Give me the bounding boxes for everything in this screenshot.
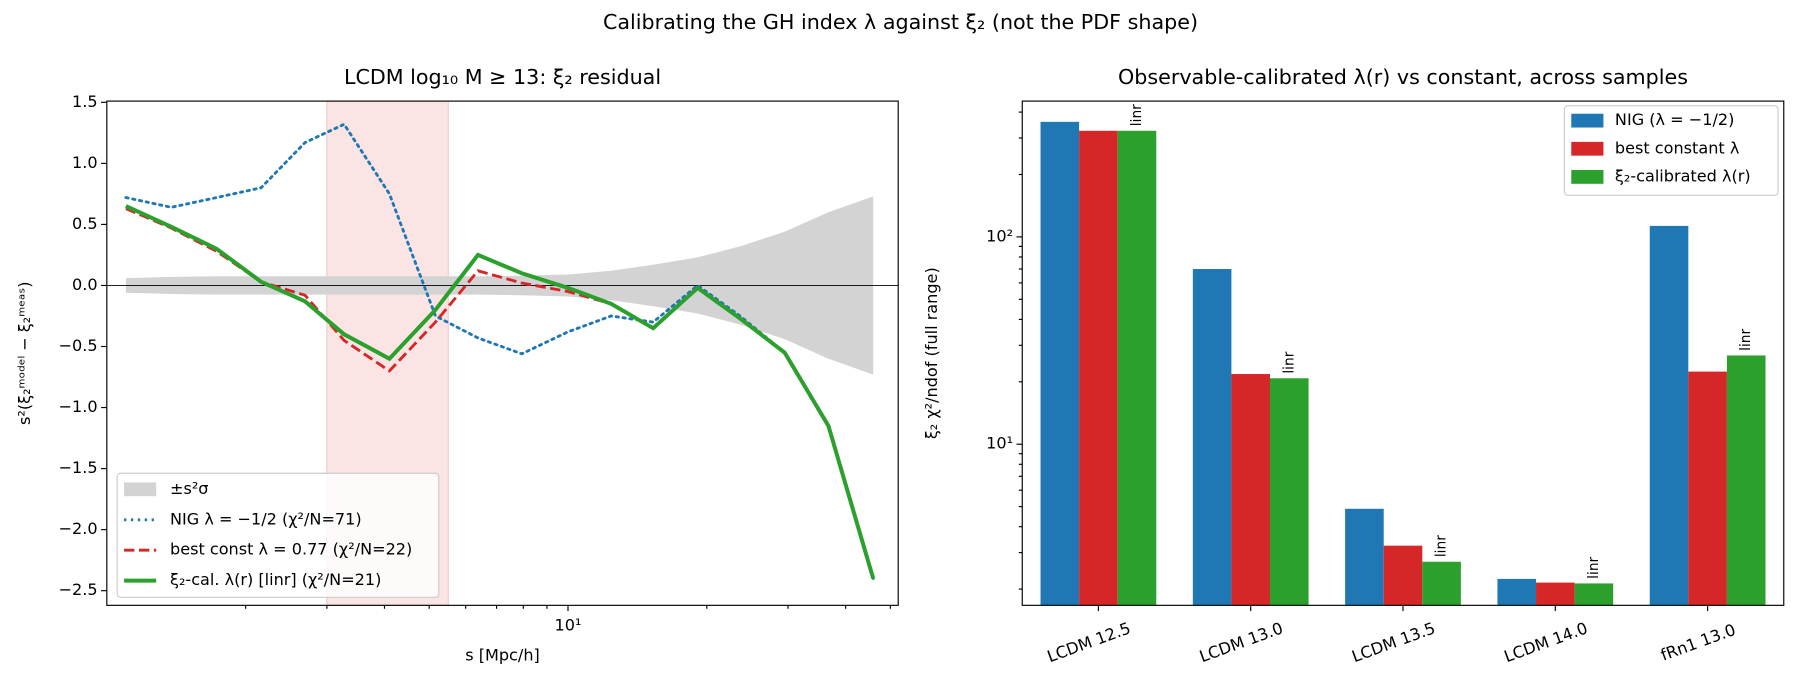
x-tick-label: LCDM 12.5 [1045, 618, 1134, 666]
x-axis-label: s [Mpc/h] [465, 645, 540, 664]
y-tick-label: −1.5 [59, 458, 98, 477]
bar [1192, 269, 1232, 606]
y-tick-label: −0.5 [59, 336, 98, 355]
bar [1688, 371, 1727, 606]
y-axis-label: s²(ξ₂ᵐᵒᵈᵉˡ − ξ₂ᵐᵉᵃˢ) [15, 281, 34, 424]
bar [1497, 578, 1537, 606]
bar-annotation: linr [1281, 351, 1297, 373]
y-tick-label: 10¹ [986, 434, 1013, 453]
y-tick-label: 1.0 [72, 153, 98, 172]
x-tick-label: LCDM 14.0 [1501, 618, 1590, 666]
legend-label: NIG λ = −1/2 (χ²/N=71) [170, 509, 362, 528]
y-tick-label: 0.0 [72, 275, 98, 294]
plot-frame [1021, 100, 1785, 606]
plot-frame [106, 100, 899, 606]
x-tick-label: fRn1 13.0 [1658, 620, 1738, 665]
legend-swatch [124, 482, 157, 497]
bar [1117, 130, 1157, 606]
bar [1269, 378, 1309, 606]
bar-annotation: linr [1434, 535, 1450, 557]
legend-label: ξ₂-cal. λ(r) [linr] (χ²/N=21) [170, 570, 381, 589]
y-tick-label: −2.5 [59, 580, 98, 599]
suptitle: Calibrating the GH index λ against ξ₂ (n… [603, 10, 1198, 34]
legend-label: best constant λ [1615, 138, 1740, 157]
bar [1726, 355, 1766, 606]
y-tick-label: 1.5 [72, 92, 98, 111]
x-tick-label: LCDM 13.5 [1349, 618, 1438, 666]
bar [1649, 225, 1689, 606]
legend-label: best const λ = 0.77 (χ²/N=22) [170, 540, 412, 559]
x-tick-label: 10¹ [555, 616, 582, 635]
bar [1536, 582, 1575, 606]
legend-label: ξ₂-calibrated λ(r) [1615, 166, 1751, 185]
line [125, 204, 876, 580]
chart-title: LCDM log₁₀ M ≥ 13: ξ₂ residual [344, 65, 661, 89]
legend-box [116, 472, 440, 598]
y-tick-label: −2.0 [59, 519, 98, 538]
x-tick-label: LCDM 13.0 [1197, 618, 1286, 666]
bar [1231, 374, 1270, 606]
legend-swatch [1571, 113, 1604, 128]
bar [1345, 508, 1384, 606]
bar [1383, 545, 1423, 606]
legend-label: NIG (λ = −1/2) [1615, 110, 1734, 129]
bar-annotation: linr [1738, 328, 1754, 350]
bar [1079, 130, 1118, 606]
line [124, 122, 875, 580]
y-tick-label: −1.0 [59, 397, 98, 416]
y-axis-label: ξ₂ χ²/ndof (full range) [922, 267, 941, 439]
y-tick-label: 0.5 [72, 214, 98, 233]
bar [1422, 561, 1461, 606]
bar-annotation: linr [1129, 104, 1145, 126]
bar [1040, 121, 1080, 606]
bar-annotation: linr [1586, 556, 1602, 578]
legend-swatch [1571, 170, 1604, 184]
chart-title: Observable-calibrated λ(r) vs constant, … [1118, 65, 1688, 89]
legend-label: ±s²σ [170, 479, 208, 498]
legend-box [1563, 105, 1779, 196]
y-tick-label: 10² [986, 226, 1013, 245]
legend-swatch [1571, 141, 1604, 156]
bar [1574, 583, 1614, 606]
